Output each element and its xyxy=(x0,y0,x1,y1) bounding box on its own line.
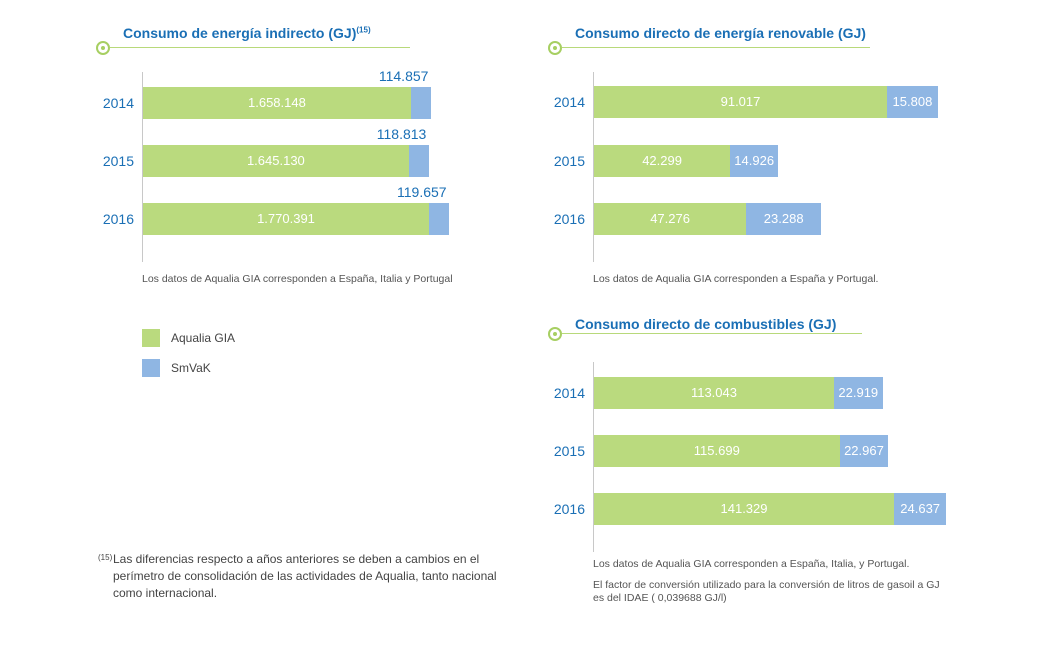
value-label-aqualia: 42.299 xyxy=(642,153,682,168)
value-label-aqualia: 1.645.130 xyxy=(246,153,305,168)
bar-smvak xyxy=(894,493,947,525)
bar-aqualia xyxy=(594,493,894,525)
value-label-aqualia: 113.043 xyxy=(690,385,737,400)
footnote-marker: (15) xyxy=(98,553,113,562)
bar-aqualia xyxy=(594,203,747,235)
bar-aqualia xyxy=(143,203,429,235)
value-label-smvak: 22.967 xyxy=(844,443,884,458)
title-underline xyxy=(562,333,862,334)
footnote-line: como internacional. xyxy=(113,586,218,600)
chart-note: Los datos de Aqualia GIA corresponden a … xyxy=(593,558,910,570)
chart-title: Consumo directo de combustibles (GJ) xyxy=(575,316,837,332)
bar-aqualia xyxy=(594,377,834,409)
value-label-smvak: 119.657 xyxy=(397,184,447,200)
value-label-aqualia: 1.770.391 xyxy=(257,211,315,226)
bar-aqualia xyxy=(594,86,887,118)
value-label-smvak: 22.919 xyxy=(838,385,879,400)
year-label: 2015 xyxy=(553,443,585,459)
value-label-smvak: 118.813 xyxy=(376,126,427,142)
legend-label-aqualia: Aqualia GIA xyxy=(171,331,236,345)
legend-swatch-smvak xyxy=(142,359,160,377)
bar-smvak xyxy=(746,203,822,235)
bar-smvak xyxy=(887,86,938,118)
year-label: 2015 xyxy=(553,153,585,169)
bar-smvak xyxy=(730,145,779,177)
value-label-aqualia: 47.276 xyxy=(650,211,690,226)
bar-aqualia xyxy=(594,145,731,177)
footnote-line: perímetro de consolidación de las activi… xyxy=(113,569,497,583)
value-label-smvak: 114.857 xyxy=(378,68,429,84)
chart-title: Consumo de energía indirecto (GJ)(15) xyxy=(123,25,371,41)
chart-note-conversion-2: es del IDAE ( 0,039688 GJ/l) xyxy=(593,592,727,604)
title-underline xyxy=(562,47,870,48)
value-label-aqualia: 1.658.148 xyxy=(248,95,306,110)
chart-note-conversion: El factor de conversión utilizado para l… xyxy=(593,579,940,591)
bar-smvak xyxy=(429,203,449,235)
bar-smvak xyxy=(410,87,431,119)
bar-aqualia xyxy=(143,145,409,177)
value-label-aqualia: 141.329 xyxy=(720,501,768,516)
value-label-smvak: 14.926 xyxy=(734,153,775,168)
value-label-smvak: 24.637 xyxy=(900,501,941,516)
y-axis xyxy=(593,72,594,262)
chart-title: Consumo directo de energía renovable (GJ… xyxy=(575,25,866,41)
value-label-smvak: 15.808 xyxy=(892,94,933,109)
bar-aqualia xyxy=(594,435,840,467)
year-label: 2014 xyxy=(102,95,134,111)
year-label: 2016 xyxy=(102,211,134,227)
chart-note: Los datos de Aqualia GIA corresponden a … xyxy=(593,273,879,285)
title-bullet-icon xyxy=(96,41,110,55)
year-label: 2015 xyxy=(102,153,134,169)
title-underline xyxy=(110,47,410,48)
title-bullet-icon xyxy=(548,327,562,341)
year-label: 2016 xyxy=(553,211,585,227)
value-label-aqualia: 91.017 xyxy=(720,94,761,109)
y-axis xyxy=(593,362,594,552)
y-axis xyxy=(142,72,143,262)
title-bullet-icon xyxy=(548,41,562,55)
year-label: 2014 xyxy=(553,385,585,401)
year-label: 2016 xyxy=(553,501,585,517)
value-label-aqualia: 115.699 xyxy=(693,443,740,458)
bar-aqualia xyxy=(143,87,411,119)
year-label: 2014 xyxy=(553,94,585,110)
value-label-smvak: 23.288 xyxy=(763,211,804,226)
bar-smvak xyxy=(408,145,429,177)
chart-note: Los datos de Aqualia GIA corresponden a … xyxy=(142,273,453,285)
legend-label-smvak: SmVaK xyxy=(171,361,211,375)
bar-smvak xyxy=(839,435,889,467)
legend-swatch-aqualia xyxy=(142,329,160,347)
bar-smvak xyxy=(833,377,883,409)
footnote-line: Las diferencias respecto a años anterior… xyxy=(113,552,480,566)
